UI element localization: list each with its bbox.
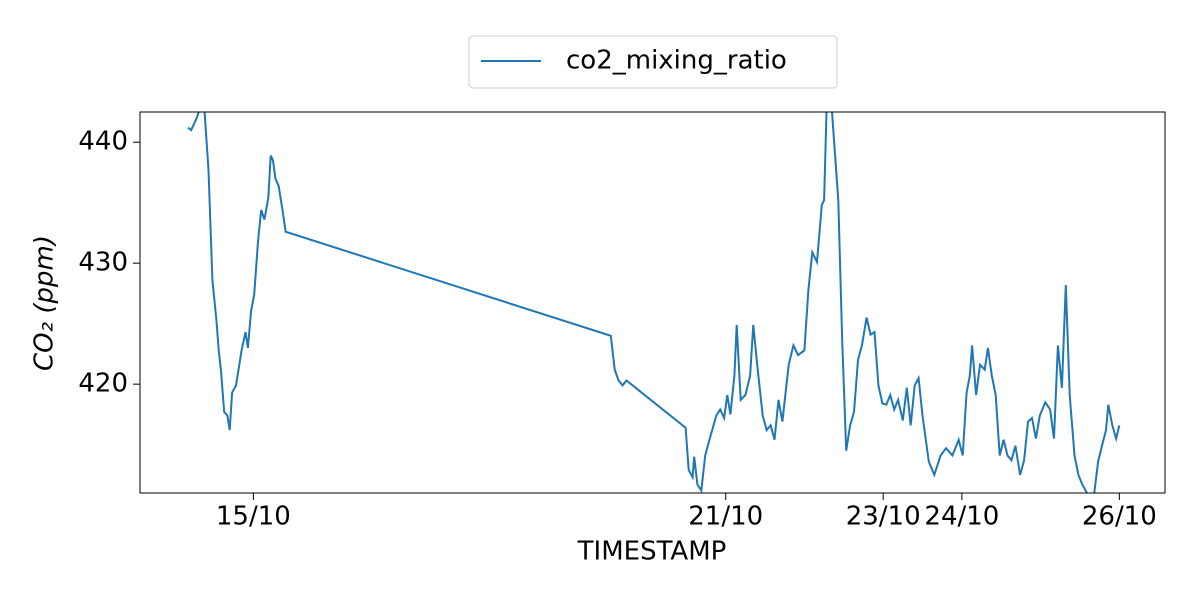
- x-axis-label: TIMESTAMP: [577, 537, 727, 567]
- plot-frame: [139, 111, 1166, 494]
- y-tick-label: 440: [78, 127, 128, 157]
- x-tick-label: 15/10: [216, 502, 291, 532]
- x-tick-label: 24/10: [924, 502, 999, 532]
- data-line: [187, 112, 1121, 493]
- y-tick-label: 430: [78, 248, 128, 278]
- y-axis-label: CO₂ (ppm): [30, 235, 60, 371]
- x-tick-label: 21/10: [688, 502, 763, 532]
- x-tick-label: 26/10: [1082, 502, 1157, 532]
- legend-box: [468, 35, 838, 89]
- x-tick-label: 23/10: [846, 502, 921, 532]
- legend-label: co2_mixing_ratio: [566, 46, 787, 76]
- y-tick-label: 420: [78, 369, 128, 399]
